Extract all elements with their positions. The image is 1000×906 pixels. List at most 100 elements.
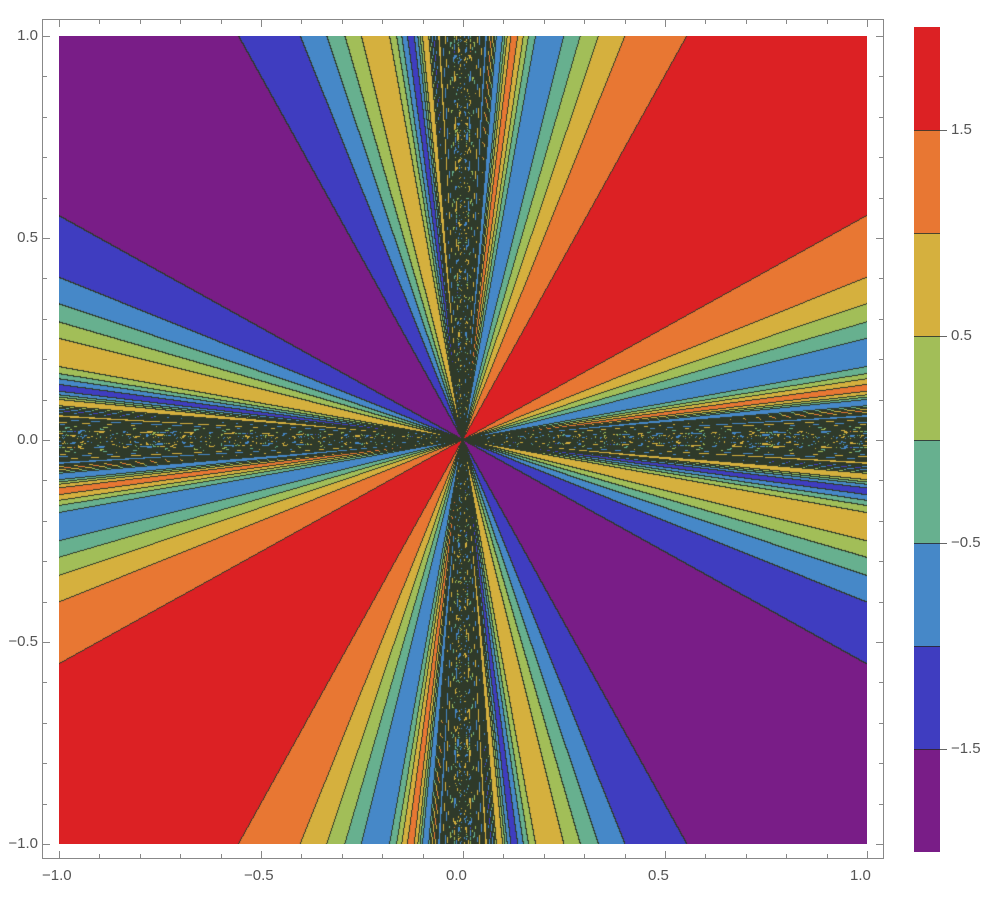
colorbar-tick — [940, 130, 947, 131]
y-axis-tick — [43, 763, 47, 764]
y-axis-tick — [43, 157, 47, 158]
x-axis-top-tick — [59, 20, 60, 27]
x-axis-top-tick — [221, 20, 222, 24]
y-tick-label: 1.0 — [17, 27, 38, 44]
colorbar-band — [914, 439, 940, 543]
x-axis-top-tick — [544, 20, 545, 24]
x-axis-tick — [827, 854, 828, 858]
colorbar-band — [914, 748, 940, 852]
colorbar-level-line — [914, 336, 940, 337]
y-axis-right-tick — [876, 238, 883, 239]
colorbar-band — [914, 645, 940, 749]
y-axis-tick — [43, 238, 50, 239]
x-axis-top-tick — [463, 20, 464, 27]
colorbar-band — [914, 542, 940, 646]
y-axis-right-tick — [879, 804, 883, 805]
colorbar-tick-label: −0.5 — [951, 534, 981, 551]
colorbar-tick-label: 1.5 — [951, 121, 972, 138]
y-axis-tick — [43, 521, 47, 522]
x-axis-tick — [544, 854, 545, 858]
x-axis-tick — [59, 851, 60, 858]
y-axis-right-tick — [879, 682, 883, 683]
x-axis-top-tick — [99, 20, 100, 24]
x-axis-tick — [301, 854, 302, 858]
y-axis-right-tick — [876, 642, 883, 643]
x-axis-top-tick — [705, 20, 706, 24]
colorbar-band — [914, 233, 940, 337]
colorbar-tick — [940, 543, 947, 544]
x-axis-tick — [584, 854, 585, 858]
y-axis-tick — [43, 844, 50, 845]
y-axis-right-tick — [879, 763, 883, 764]
y-axis-right-tick — [879, 561, 883, 562]
x-axis-top-tick — [867, 20, 868, 27]
y-axis-tick — [43, 319, 47, 320]
x-axis-tick — [221, 854, 222, 858]
x-axis-top-tick — [382, 20, 383, 24]
colorbar-level-line — [914, 749, 940, 750]
y-axis-tick — [43, 561, 47, 562]
y-axis-right-tick — [879, 602, 883, 603]
colorbar-level-line — [914, 440, 940, 441]
x-axis-tick — [382, 854, 383, 858]
y-axis-tick — [43, 723, 47, 724]
x-axis-top-tick — [786, 20, 787, 24]
colorbar-level-line — [914, 543, 940, 544]
x-axis-tick — [261, 851, 262, 858]
y-axis-tick — [43, 682, 47, 683]
x-axis-top-tick — [180, 20, 181, 24]
y-tick-label: 0.5 — [17, 229, 38, 246]
y-axis-right-tick — [879, 278, 883, 279]
y-axis-right-tick — [876, 440, 883, 441]
colorbar-level-line — [914, 130, 940, 131]
contour-plot-area — [59, 36, 867, 844]
y-axis-tick — [43, 36, 50, 37]
y-axis-right-tick — [879, 76, 883, 77]
x-axis-top-tick — [423, 20, 424, 24]
y-axis-right-tick — [879, 157, 883, 158]
x-axis-top-tick — [261, 20, 262, 27]
y-axis-tick — [43, 117, 47, 118]
colorbar-legend: 1.5 0.5 −0.5 −1.5 — [914, 27, 981, 852]
x-axis-tick — [625, 854, 626, 858]
x-tick-label: −0.5 — [244, 867, 274, 884]
y-axis-right-tick — [876, 844, 883, 845]
x-axis-tick — [705, 854, 706, 858]
y-axis-right-tick — [879, 117, 883, 118]
colorbar-band — [914, 130, 940, 234]
colorbar-level-line — [914, 646, 940, 647]
y-axis-tick — [43, 804, 47, 805]
colorbar-tick-label: −1.5 — [951, 740, 981, 757]
x-axis-tick — [180, 854, 181, 858]
x-axis-tick — [503, 854, 504, 858]
y-axis-tick — [43, 642, 50, 643]
x-axis-tick — [463, 851, 464, 858]
x-axis-tick — [342, 854, 343, 858]
y-axis-right-tick — [879, 480, 883, 481]
x-axis-tick — [867, 851, 868, 858]
y-axis-right-tick — [879, 319, 883, 320]
x-axis-top-tick — [342, 20, 343, 24]
x-axis-top-tick — [301, 20, 302, 24]
x-axis-tick — [140, 854, 141, 858]
x-axis-top-tick — [503, 20, 504, 24]
x-axis-tick — [665, 851, 666, 858]
x-axis-top-tick — [140, 20, 141, 24]
colorbar-tick-label: 0.5 — [951, 327, 972, 344]
x-axis-tick — [786, 854, 787, 858]
x-tick-label: 1.0 — [850, 867, 871, 884]
y-tick-label: 0.0 — [17, 431, 38, 448]
y-tick-label: −0.5 — [8, 633, 38, 650]
x-axis-top-tick — [746, 20, 747, 24]
colorbar-tick — [940, 749, 947, 750]
x-tick-label: −1.0 — [42, 867, 72, 884]
x-axis-top-tick — [665, 20, 666, 27]
y-axis-tick — [43, 400, 47, 401]
y-axis-right-tick — [879, 198, 883, 199]
y-axis-right-tick — [879, 521, 883, 522]
y-axis-tick — [43, 198, 47, 199]
colorbar-tick — [940, 336, 947, 337]
y-axis-tick — [43, 76, 47, 77]
y-axis-right-tick — [879, 359, 883, 360]
